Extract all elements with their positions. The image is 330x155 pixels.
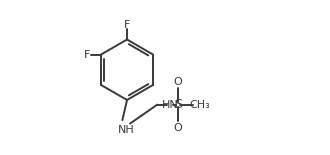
Text: CH₃: CH₃ [189, 100, 210, 110]
Text: S: S [174, 98, 182, 111]
Text: F: F [84, 50, 90, 60]
Text: O: O [174, 123, 182, 133]
Text: HN: HN [162, 100, 179, 110]
Text: NH: NH [118, 125, 135, 135]
Text: F: F [124, 20, 130, 30]
Text: O: O [174, 77, 182, 87]
